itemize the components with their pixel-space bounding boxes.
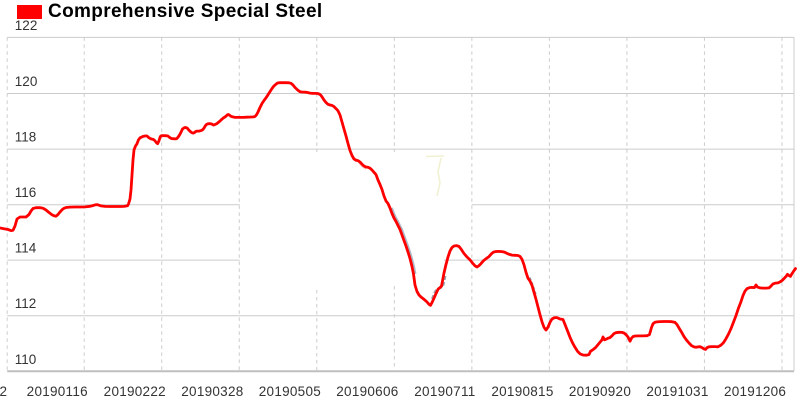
svg-text:114: 114	[15, 241, 37, 256]
svg-text:20181212: 20181212	[0, 384, 7, 399]
svg-text:120: 120	[15, 74, 38, 89]
svg-text:20191206: 20191206	[724, 384, 786, 399]
svg-text:20190328: 20190328	[181, 384, 243, 399]
svg-text:20190116: 20190116	[27, 384, 88, 399]
svg-text:112: 112	[15, 296, 37, 311]
svg-text:20190815: 20190815	[491, 384, 553, 399]
svg-text:118: 118	[15, 130, 37, 145]
svg-text:20190711: 20190711	[414, 384, 475, 399]
svg-text:20191031: 20191031	[646, 384, 708, 399]
svg-text:110: 110	[15, 352, 37, 367]
svg-text:20190920: 20190920	[569, 384, 631, 399]
svg-text:116: 116	[15, 185, 37, 200]
svg-text:20190505: 20190505	[259, 384, 321, 399]
svg-text:20190222: 20190222	[104, 384, 166, 399]
svg-text:122: 122	[15, 18, 38, 33]
svg-text:20190606: 20190606	[336, 384, 398, 399]
